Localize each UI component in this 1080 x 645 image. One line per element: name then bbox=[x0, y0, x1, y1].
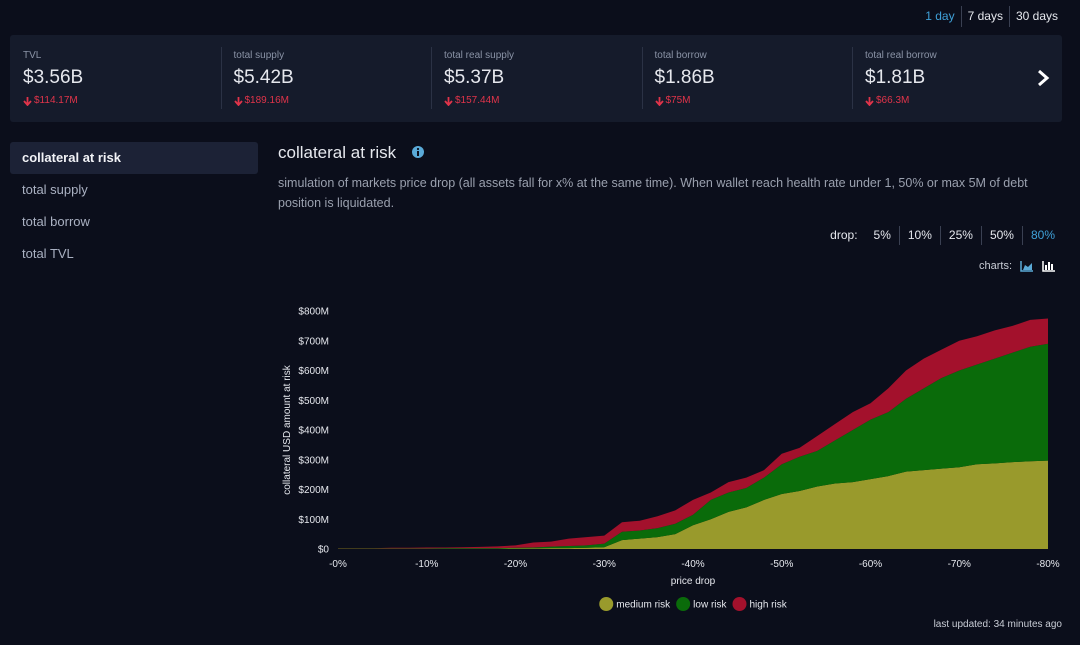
stat-change-value: $157.44M bbox=[455, 95, 500, 106]
stat-change: $189.16M bbox=[233, 95, 289, 106]
drop-option[interactable]: 5% bbox=[873, 228, 891, 242]
stat-value: $5.42B bbox=[233, 67, 294, 88]
drop-option[interactable]: 80% bbox=[1021, 226, 1055, 245]
chart-type-selector: charts: bbox=[979, 260, 1056, 272]
y-tick-label: $200M bbox=[298, 485, 329, 496]
y-tick-label: $0 bbox=[318, 545, 330, 556]
period-tab[interactable]: 30 days bbox=[1008, 6, 1064, 27]
area bbox=[338, 460, 1048, 549]
x-tick-label: -50% bbox=[770, 559, 793, 570]
stat-label: total real borrow bbox=[865, 50, 937, 61]
y-tick-label: $100M bbox=[298, 515, 329, 526]
stat-change-value: $114.17M bbox=[34, 95, 78, 106]
down-arrow bbox=[233, 96, 243, 106]
x-tick-label: -60% bbox=[859, 559, 882, 570]
sidebar-item[interactable]: total supply bbox=[22, 182, 88, 197]
stat-value: $3.56B bbox=[23, 67, 84, 88]
stat-label: total borrow bbox=[654, 50, 707, 61]
stat-change: $75M bbox=[654, 95, 691, 106]
period-tab[interactable]: 7 days bbox=[960, 6, 1009, 27]
sidebar: collateral at risk total supply total borr… bbox=[10, 142, 258, 270]
info-icon[interactable] bbox=[411, 145, 425, 159]
area-chart-icon[interactable] bbox=[1020, 260, 1034, 272]
sidebar-item[interactable]: total TVL bbox=[22, 246, 74, 261]
legend-label: medium risk bbox=[616, 600, 671, 611]
x-tick-label: -30% bbox=[593, 559, 616, 570]
y-tick-label: $400M bbox=[298, 426, 329, 437]
legend: medium risk low risk high risk bbox=[599, 597, 788, 611]
x-axis-label: price drop bbox=[671, 576, 716, 587]
y-tick-label: $500M bbox=[298, 396, 329, 407]
stat-change-value: $75M bbox=[665, 95, 691, 106]
stat-divider bbox=[431, 47, 432, 109]
drop-selector: drop: 5% 10% 25% 50% 80% bbox=[822, 226, 1055, 245]
stat-change: $114.17M bbox=[23, 95, 78, 106]
down-arrow bbox=[654, 96, 664, 106]
y-tick-label: $300M bbox=[298, 455, 329, 466]
down-arrow bbox=[23, 96, 32, 106]
x-tick-label: -70% bbox=[948, 559, 971, 570]
sidebar-item[interactable]: collateral at risk bbox=[10, 142, 258, 174]
area bbox=[338, 318, 1048, 549]
panel-description: simulation of markets price drop (all as… bbox=[278, 176, 1028, 210]
down-arrow bbox=[865, 96, 874, 106]
period-tabs: 1 day 7 days 30 days bbox=[919, 6, 1064, 27]
stat-label: total real supply bbox=[444, 50, 515, 61]
stat-value: $1.86B bbox=[654, 67, 715, 88]
stat-label: total supply bbox=[233, 50, 285, 61]
drop-option[interactable]: 10% bbox=[898, 226, 940, 245]
down-arrow bbox=[444, 96, 453, 106]
legend-swatch bbox=[732, 597, 747, 611]
stat-change: $157.44M bbox=[444, 95, 499, 106]
stat-divider bbox=[852, 47, 853, 109]
legend-label: low risk bbox=[693, 600, 727, 611]
stat-change: $66.3M bbox=[865, 95, 909, 106]
stat-value: $1.81B bbox=[865, 67, 926, 88]
legend-swatch bbox=[599, 597, 614, 611]
area bbox=[338, 343, 1048, 549]
y-tick-label: $700M bbox=[298, 336, 329, 347]
panel-title: collateral at risk bbox=[278, 143, 425, 163]
stat-divider bbox=[220, 47, 222, 109]
stat-change-value: $189.16M bbox=[244, 95, 289, 106]
stat-value: $5.37B bbox=[444, 67, 505, 88]
sidebar-item[interactable]: total borrow bbox=[22, 214, 90, 229]
y-tick-label: $600M bbox=[298, 366, 329, 377]
panel-title-text: collateral at risk bbox=[278, 143, 397, 162]
drop-option[interactable]: 50% bbox=[980, 226, 1022, 245]
period-tab[interactable]: 1 day bbox=[925, 9, 955, 23]
x-tick-label: -20% bbox=[504, 559, 527, 570]
stats-bar: TVL $3.56B $114.17M total supply $5.42B $189.… bbox=[10, 35, 1062, 122]
stat-change-value: $66.3M bbox=[876, 95, 910, 106]
x-tick-label: -40% bbox=[681, 559, 704, 570]
legend-label: high risk bbox=[750, 600, 788, 611]
y-tick-label: $800M bbox=[298, 307, 329, 318]
x-tick-label: -10% bbox=[415, 559, 438, 570]
next-arrow[interactable] bbox=[1036, 69, 1050, 87]
last-updated: last updated: 34 minutes ago bbox=[933, 619, 1062, 630]
legend-swatch bbox=[676, 597, 691, 611]
x-tick-label: -80% bbox=[1036, 559, 1059, 570]
charts-label: charts: bbox=[978, 260, 1012, 272]
drop-option[interactable]: 25% bbox=[939, 226, 981, 245]
drop-label: drop: bbox=[830, 228, 858, 242]
bar-chart-icon[interactable] bbox=[1042, 260, 1056, 272]
stat-label: TVL bbox=[23, 50, 42, 61]
stat-divider bbox=[641, 47, 643, 109]
y-axis-label: collateral USD amount at risk bbox=[282, 364, 293, 494]
x-tick-label: -0% bbox=[329, 559, 347, 570]
